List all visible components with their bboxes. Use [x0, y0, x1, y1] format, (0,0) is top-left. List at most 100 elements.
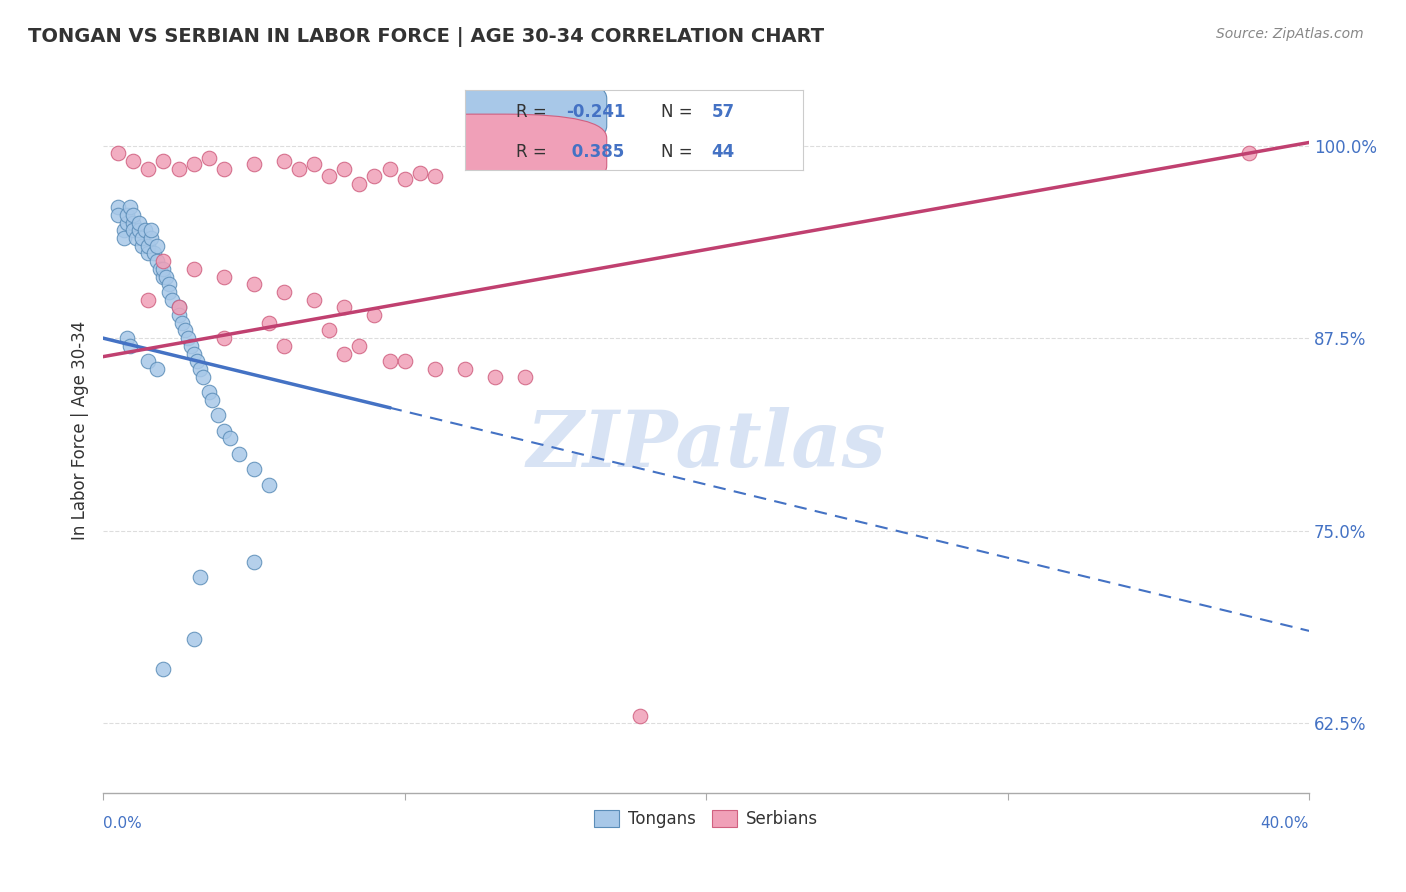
- Point: [152, 254, 174, 268]
- Point: [180, 339, 202, 353]
- Point: [173, 323, 195, 337]
- Point: [212, 269, 235, 284]
- Point: [146, 254, 169, 268]
- Point: [122, 216, 145, 230]
- Point: [141, 223, 163, 237]
- Point: [134, 223, 156, 237]
- Point: [243, 157, 266, 171]
- Point: [201, 392, 224, 407]
- Point: [162, 293, 184, 307]
- Point: [363, 169, 385, 184]
- Point: [257, 477, 280, 491]
- Point: [120, 339, 142, 353]
- Point: [302, 157, 325, 171]
- Point: [159, 277, 181, 292]
- Point: [152, 153, 174, 168]
- Point: [138, 293, 160, 307]
- Point: [318, 169, 340, 184]
- Point: [107, 208, 129, 222]
- Point: [243, 555, 266, 569]
- Point: [112, 231, 135, 245]
- Point: [176, 331, 198, 345]
- Legend: Tongans, Serbians: Tongans, Serbians: [588, 804, 824, 835]
- Point: [146, 362, 169, 376]
- Point: [394, 172, 416, 186]
- Point: [408, 166, 430, 180]
- Point: [188, 362, 211, 376]
- Point: [167, 308, 190, 322]
- Point: [197, 385, 219, 400]
- Text: 0.0%: 0.0%: [103, 816, 142, 830]
- Point: [302, 293, 325, 307]
- Point: [186, 354, 208, 368]
- Point: [125, 231, 148, 245]
- Point: [349, 177, 371, 191]
- Point: [257, 316, 280, 330]
- Point: [191, 369, 214, 384]
- Point: [212, 424, 235, 438]
- Point: [484, 369, 506, 384]
- Point: [183, 346, 205, 360]
- Point: [117, 216, 139, 230]
- Point: [128, 216, 150, 230]
- Point: [378, 161, 401, 176]
- Point: [146, 238, 169, 252]
- Point: [218, 431, 240, 445]
- Point: [288, 161, 311, 176]
- Point: [454, 362, 477, 376]
- Point: [149, 261, 172, 276]
- Point: [423, 169, 446, 184]
- Point: [120, 200, 142, 214]
- Point: [143, 246, 166, 260]
- Point: [128, 223, 150, 237]
- Point: [228, 447, 250, 461]
- Point: [212, 331, 235, 345]
- Point: [122, 208, 145, 222]
- Point: [131, 238, 153, 252]
- Point: [183, 157, 205, 171]
- Point: [107, 146, 129, 161]
- Point: [170, 316, 193, 330]
- Point: [183, 261, 205, 276]
- Point: [628, 708, 651, 723]
- Point: [138, 238, 160, 252]
- Point: [138, 246, 160, 260]
- Point: [117, 331, 139, 345]
- Point: [318, 323, 340, 337]
- Text: ZIPatlas: ZIPatlas: [526, 407, 886, 483]
- Point: [131, 231, 153, 245]
- Point: [333, 301, 356, 315]
- Point: [138, 354, 160, 368]
- Point: [183, 632, 205, 646]
- Text: 40.0%: 40.0%: [1261, 816, 1309, 830]
- Point: [138, 161, 160, 176]
- Text: Source: ZipAtlas.com: Source: ZipAtlas.com: [1216, 27, 1364, 41]
- Point: [122, 223, 145, 237]
- Point: [394, 354, 416, 368]
- Point: [423, 362, 446, 376]
- Point: [363, 308, 385, 322]
- Point: [212, 161, 235, 176]
- Point: [273, 339, 295, 353]
- Point: [112, 223, 135, 237]
- Point: [152, 269, 174, 284]
- Point: [273, 285, 295, 299]
- Point: [1237, 146, 1260, 161]
- Point: [349, 339, 371, 353]
- Point: [197, 151, 219, 165]
- Point: [167, 161, 190, 176]
- Point: [378, 354, 401, 368]
- Point: [159, 285, 181, 299]
- Point: [152, 261, 174, 276]
- Point: [273, 153, 295, 168]
- Point: [188, 570, 211, 584]
- Point: [333, 161, 356, 176]
- Point: [207, 408, 229, 422]
- Point: [117, 208, 139, 222]
- Point: [243, 277, 266, 292]
- Point: [333, 346, 356, 360]
- Point: [243, 462, 266, 476]
- Text: TONGAN VS SERBIAN IN LABOR FORCE | AGE 30-34 CORRELATION CHART: TONGAN VS SERBIAN IN LABOR FORCE | AGE 3…: [28, 27, 824, 46]
- Point: [167, 301, 190, 315]
- Point: [141, 231, 163, 245]
